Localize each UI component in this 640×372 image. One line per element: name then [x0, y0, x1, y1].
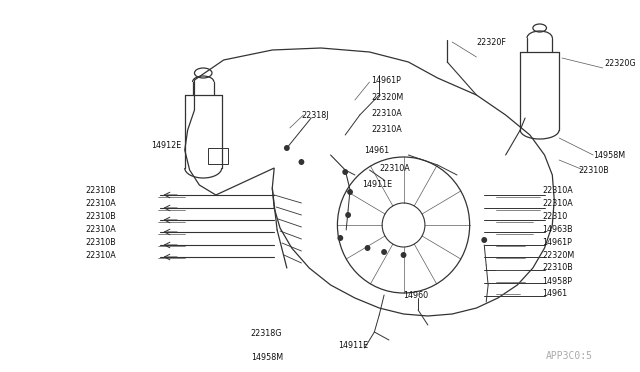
Circle shape — [381, 249, 387, 255]
Circle shape — [401, 252, 406, 258]
Circle shape — [284, 145, 290, 151]
Text: 22310B: 22310B — [579, 166, 609, 174]
Text: APP3C0:5: APP3C0:5 — [546, 352, 593, 361]
Circle shape — [365, 245, 371, 251]
Text: 14961P: 14961P — [543, 237, 572, 247]
Text: 14963B: 14963B — [543, 224, 573, 234]
Circle shape — [342, 169, 348, 175]
Text: 22318J: 22318J — [301, 110, 329, 119]
Text: 22318G: 22318G — [251, 328, 282, 337]
Text: 14961: 14961 — [365, 145, 390, 154]
Text: 14961P: 14961P — [371, 76, 401, 84]
Text: 22310A: 22310A — [86, 250, 116, 260]
Text: 22320M: 22320M — [543, 250, 575, 260]
Text: 22310B: 22310B — [543, 263, 573, 273]
Text: 22310A: 22310A — [380, 164, 410, 173]
Circle shape — [337, 235, 343, 241]
Text: 22310A: 22310A — [86, 199, 116, 208]
Text: 22310A: 22310A — [371, 109, 402, 118]
Text: 14958M: 14958M — [593, 151, 625, 160]
Circle shape — [345, 212, 351, 218]
Text: 14961: 14961 — [543, 289, 568, 298]
Text: 22310B: 22310B — [86, 212, 116, 221]
Text: 14911E: 14911E — [339, 341, 369, 350]
Text: 14960: 14960 — [404, 291, 429, 299]
Circle shape — [347, 189, 353, 195]
Text: 22310B: 22310B — [86, 186, 116, 195]
Text: 14958P: 14958P — [543, 276, 573, 285]
Text: 22310A: 22310A — [543, 199, 573, 208]
Circle shape — [481, 237, 487, 243]
Text: 22320G: 22320G — [605, 58, 636, 67]
Text: 22310A: 22310A — [86, 224, 116, 234]
Text: 22320M: 22320M — [371, 93, 404, 102]
Text: 14911E: 14911E — [362, 180, 392, 189]
Text: 14912E: 14912E — [150, 141, 181, 150]
Text: 22320F: 22320F — [476, 38, 506, 46]
Circle shape — [298, 159, 305, 165]
Text: 14958M: 14958M — [251, 353, 283, 362]
Text: 22310B: 22310B — [86, 237, 116, 247]
Text: 22310: 22310 — [543, 212, 568, 221]
Text: 22310A: 22310A — [371, 125, 402, 134]
Text: 22310A: 22310A — [543, 186, 573, 195]
